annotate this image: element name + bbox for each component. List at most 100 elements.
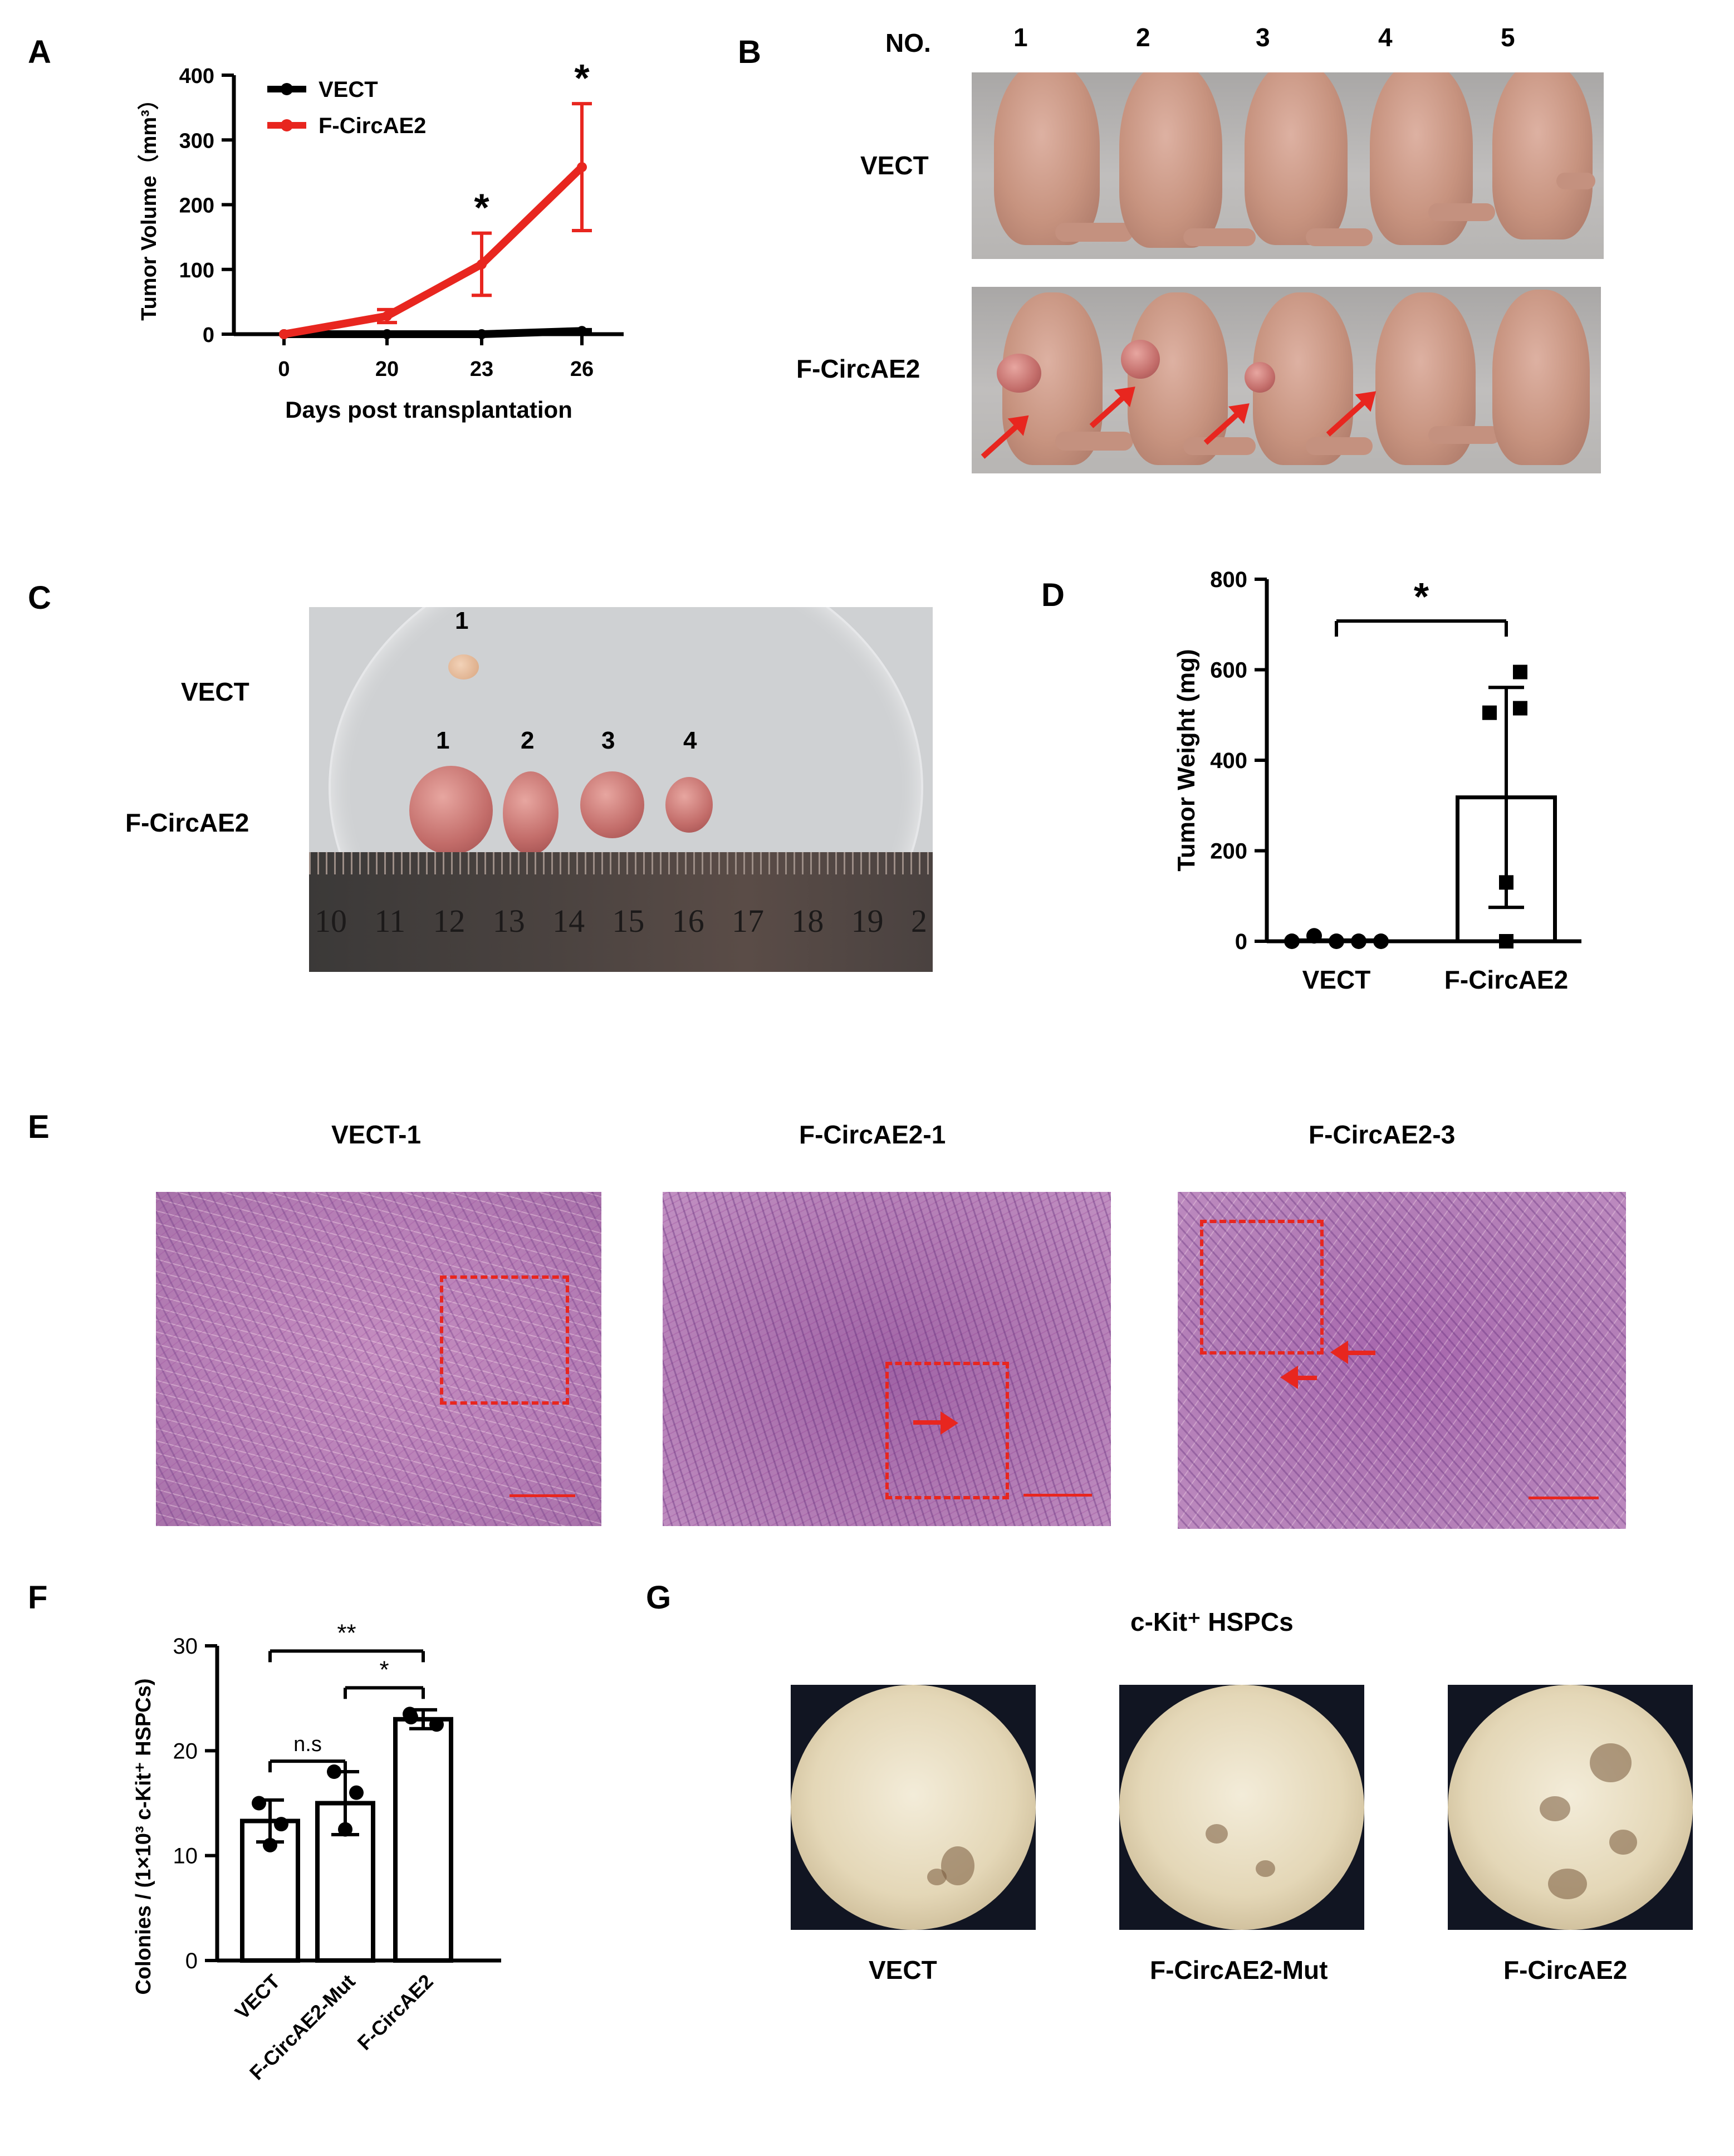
panel-label-f: F (28, 1580, 48, 1616)
y-tick-label: 600 (1210, 658, 1247, 683)
legend-marker (281, 119, 293, 131)
photo-f-circae2-mice (972, 287, 1601, 473)
panel-b-number-5: 5 (1501, 23, 1515, 52)
data-point (327, 1764, 341, 1779)
mouse-leg (1556, 173, 1595, 189)
panel-g-label-vect: VECT (869, 1955, 937, 1984)
mouse-leg (1183, 437, 1256, 455)
mouse-image (1119, 72, 1222, 248)
chart-d-tumor-weight: 0 200 400 600 800 Tumor Weight (mg) VECT F-Circ… (1173, 568, 1581, 994)
colony-cluster (1548, 1869, 1587, 1899)
y-tick-label: 800 (1210, 568, 1247, 592)
ruler-number: 11 (374, 903, 406, 939)
panel-g-label-f-circae2: F-CircAE2 (1503, 1955, 1628, 1984)
panel-c-row-label-vect: VECT (181, 677, 249, 706)
ruler-ticks (309, 852, 933, 874)
significance-star: * (1414, 575, 1429, 618)
series-line-0 (284, 327, 582, 338)
legend-label: VECT (319, 77, 378, 102)
y-tick-label: 10 (173, 1844, 198, 1869)
series-line-1 (283, 164, 585, 338)
data-point (1499, 875, 1513, 890)
zoom-box (885, 1362, 1009, 1499)
zoom-box (440, 1275, 569, 1405)
ruler-number: 12 (433, 903, 466, 939)
panel-label-e: E (28, 1109, 50, 1145)
colony-cluster (927, 1869, 947, 1885)
mouse-leg (1055, 432, 1133, 451)
colony-cluster (1590, 1743, 1632, 1782)
data-point (1373, 933, 1389, 949)
bar (393, 1717, 453, 1963)
mouse-image (1245, 72, 1348, 245)
panel-b-no-label: NO. (885, 28, 931, 57)
ruler-number: 16 (672, 903, 704, 939)
data-point (279, 329, 289, 339)
colony-cluster (1256, 1860, 1275, 1877)
panel-e-title-3: F-CircAE2-3 (1309, 1120, 1456, 1149)
photo-vect-mice (972, 72, 1604, 259)
tumor-image (665, 777, 713, 833)
significance-star: * (574, 56, 590, 100)
photo-tumor-dish: 1 1 2 3 4 10 11 12 13 14 15 16 17 18 19 2 (309, 607, 933, 972)
colony-cluster (941, 1846, 974, 1885)
scale-bar (1529, 1497, 1599, 1499)
significance-star: * (474, 186, 489, 229)
data-point (1329, 933, 1344, 949)
scale-bar (510, 1494, 575, 1497)
data-point (382, 311, 392, 321)
y-tick-label: 30 (173, 1634, 198, 1659)
panel-label-g: G (646, 1580, 672, 1616)
data-point (1499, 934, 1513, 949)
data-point (1482, 705, 1497, 720)
panel-c-row-label-f-circae2: F-CircAE2 (125, 808, 249, 837)
histology-image-vect-1 (156, 1192, 601, 1526)
chart-a-tumor-volume: 0 100 200 300 400 0 20 23 26 Days post transplant… (138, 56, 624, 423)
tumor-image (997, 354, 1041, 393)
mouse-image (1492, 72, 1593, 239)
legend-marker (281, 83, 293, 95)
ruler-number: 10 (315, 903, 347, 939)
mouse-leg (1306, 437, 1373, 455)
data-point (577, 326, 587, 336)
panel-b-number-3: 3 (1256, 23, 1270, 52)
mouse-leg (1428, 426, 1501, 444)
ruler-number: 15 (612, 903, 645, 939)
tumor-image (580, 771, 644, 838)
x-tick-label: F-CircAE2 (1444, 965, 1568, 994)
legend-label: F-CircAE2 (319, 114, 426, 138)
y-axis-label: Tumor Weight (mg) (1173, 649, 1200, 871)
data-point (1513, 701, 1527, 716)
data-point (252, 1796, 266, 1811)
ruler-number: 2 (910, 903, 927, 939)
ruler-number: 13 (492, 903, 525, 939)
panel-e-title-1: VECT-1 (331, 1120, 422, 1149)
ruler-numbers: 10 11 12 13 14 15 16 17 18 19 2 (315, 902, 927, 947)
f-tumor-number: 2 (521, 727, 535, 754)
tumor-image (409, 766, 493, 855)
panel-label-c: C (28, 580, 51, 616)
histology-image-f-circae2-3 (1178, 1192, 1626, 1529)
petri-dish (329, 607, 923, 972)
panel-b-number-1: 1 (1013, 23, 1028, 52)
data-point (1351, 933, 1366, 949)
microscope-field (1119, 1685, 1364, 1930)
ruler-number: 18 (791, 903, 824, 939)
tumor-image (503, 771, 559, 855)
tumor-image (1121, 340, 1160, 379)
x-tick-label: F-CircAE2 (353, 1970, 438, 2055)
data-point (404, 1710, 418, 1725)
panel-b-number-4: 4 (1378, 23, 1393, 52)
data-point (477, 259, 487, 270)
ruler-number: 19 (851, 903, 884, 939)
data-point (1306, 928, 1322, 944)
data-point (1513, 664, 1527, 679)
f-tumor-number: 4 (683, 727, 697, 754)
panel-label-d: D (1041, 577, 1065, 613)
ruler: 10 11 12 13 14 15 16 17 18 19 2 (309, 852, 933, 972)
y-tick-label: 100 (179, 259, 214, 282)
colony-cluster (1206, 1824, 1228, 1844)
red-arrow-icon (1295, 1376, 1317, 1380)
x-tick-label: 20 (375, 358, 399, 381)
ruler-number: 17 (732, 903, 765, 939)
